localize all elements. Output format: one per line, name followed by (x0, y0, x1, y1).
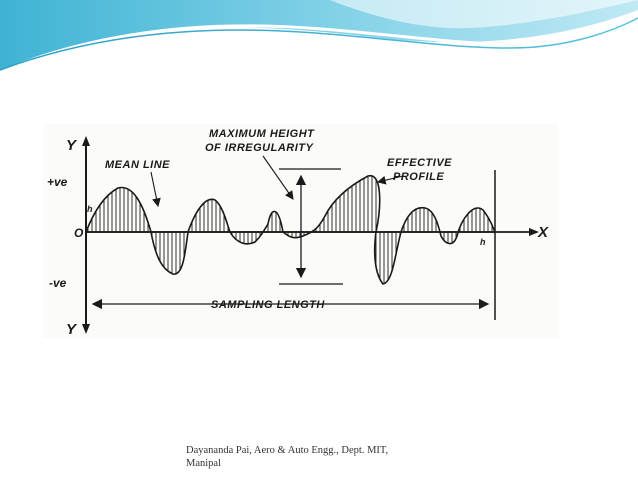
max-height-label-2: OF IRREGULARITY (205, 142, 314, 154)
mean-line-leader (150, 171, 161, 208)
header-wave-banner (0, 0, 638, 74)
h1-label: h (87, 204, 93, 214)
y-axis-top-label: Y (66, 137, 78, 154)
footer-line-2: Manipal (186, 458, 221, 469)
mean-line-label: MEAN LINE (105, 159, 170, 171)
origin-label: O (74, 226, 84, 240)
footer-credit: Dayananda Pai, Aero & Auto Engg., Dept. … (186, 444, 436, 470)
positive-label: +ve (47, 175, 68, 189)
effective-profile-label-1: EFFECTIVE (387, 157, 452, 169)
negative-label: -ve (49, 276, 67, 290)
profile-hatching (84, 175, 497, 285)
effective-profile-label-2: PROFILE (393, 171, 444, 183)
surface-roughness-diagram: Y Y X O +ve -ve MEAN LINE MAXIMUM HEIGHT… (43, 124, 558, 338)
footer-line-1: Dayananda Pai, Aero & Auto Engg., Dept. … (186, 445, 389, 456)
effective-profile-leader (376, 175, 404, 185)
x-axis-label: X (537, 224, 549, 241)
sampling-length-label: SAMPLING LENGTH (211, 299, 325, 311)
y-axis-bottom-label: Y (66, 321, 78, 338)
max-height-label-1: MAXIMUM HEIGHT (209, 128, 315, 140)
max-height-leader (262, 155, 294, 200)
hn-label: h (480, 237, 486, 247)
